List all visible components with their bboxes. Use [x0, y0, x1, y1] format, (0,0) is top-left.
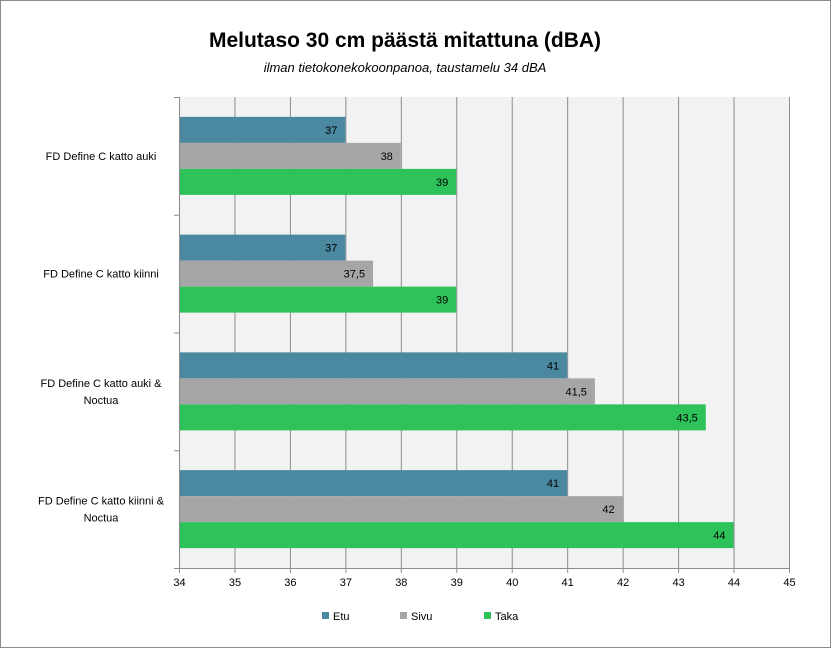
bar-etu	[180, 470, 568, 497]
data-label: 37,5	[344, 269, 365, 281]
bar-etu	[180, 234, 346, 261]
chart-subtitle: ilman tietokonekokoonpanoa, taustamelu 3…	[263, 60, 547, 75]
bar-sivu	[180, 260, 374, 287]
bar-sivu	[180, 496, 623, 523]
legend-label-etu: Etu	[333, 611, 350, 623]
bar-taka	[180, 404, 706, 431]
bar-sivu	[180, 378, 595, 405]
data-label: 39	[436, 295, 448, 307]
x-tick-label: 34	[173, 577, 185, 589]
x-tick-label: 41	[562, 577, 574, 589]
data-label: 38	[381, 151, 393, 163]
category-label: Noctua	[84, 395, 120, 407]
data-label: 42	[602, 504, 614, 516]
x-tick-label: 43	[672, 577, 684, 589]
data-label: 39	[436, 177, 448, 189]
category-label: FD Define C katto auki	[46, 151, 157, 163]
legend-label-taka: Taka	[495, 611, 519, 623]
legend-swatch-sivu	[400, 612, 407, 619]
x-tick-label: 36	[284, 577, 296, 589]
legend-label-sivu: Sivu	[411, 611, 432, 623]
legend-swatch-etu	[322, 612, 329, 619]
bar-taka	[180, 522, 734, 549]
bar-sivu	[180, 142, 401, 169]
chart-title: Melutaso 30 cm päästä mitattuna (dBA)	[208, 29, 602, 52]
x-tick-label: 37	[340, 577, 352, 589]
data-label: 41	[547, 360, 559, 372]
bar-taka	[180, 286, 457, 313]
x-tick-label: 39	[451, 577, 463, 589]
data-label: 41,5	[565, 386, 586, 398]
data-label: 37	[325, 243, 337, 255]
x-tick-label: 40	[506, 577, 518, 589]
bar-taka	[180, 168, 457, 195]
data-label: 41	[547, 478, 559, 490]
bar-etu	[180, 116, 346, 143]
legend-swatch-taka	[484, 612, 491, 619]
category-label: FD Define C katto auki &	[40, 378, 162, 390]
data-label: 37	[325, 125, 337, 137]
category-label: FD Define C katto kiinni	[43, 269, 159, 281]
x-tick-label: 42	[617, 577, 629, 589]
data-label: 43,5	[676, 412, 697, 424]
x-tick-label: 44	[728, 577, 740, 589]
category-label: FD Define C katto kiinni &	[38, 496, 165, 508]
data-label: 44	[713, 530, 725, 542]
x-tick-label: 35	[229, 577, 241, 589]
category-label: Noctua	[84, 513, 120, 525]
x-tick-label: 45	[783, 577, 795, 589]
x-tick-label: 38	[395, 577, 407, 589]
bar-etu	[180, 352, 568, 379]
